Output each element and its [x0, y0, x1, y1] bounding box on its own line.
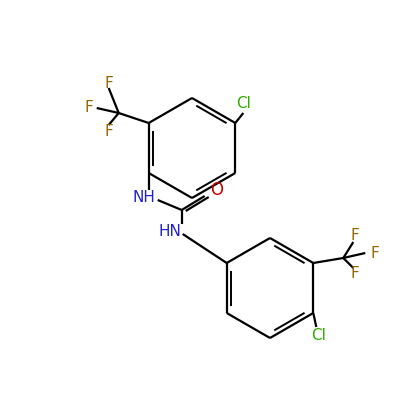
Text: F: F	[84, 100, 93, 116]
Text: Cl: Cl	[311, 328, 326, 342]
Text: F: F	[371, 246, 380, 260]
Text: F: F	[104, 124, 113, 138]
Text: F: F	[351, 228, 360, 244]
Text: F: F	[104, 76, 113, 92]
Text: F: F	[351, 266, 360, 282]
Text: NH: NH	[132, 190, 155, 206]
Text: O: O	[210, 181, 223, 199]
Text: Cl: Cl	[236, 96, 251, 110]
Text: HN: HN	[158, 224, 181, 240]
